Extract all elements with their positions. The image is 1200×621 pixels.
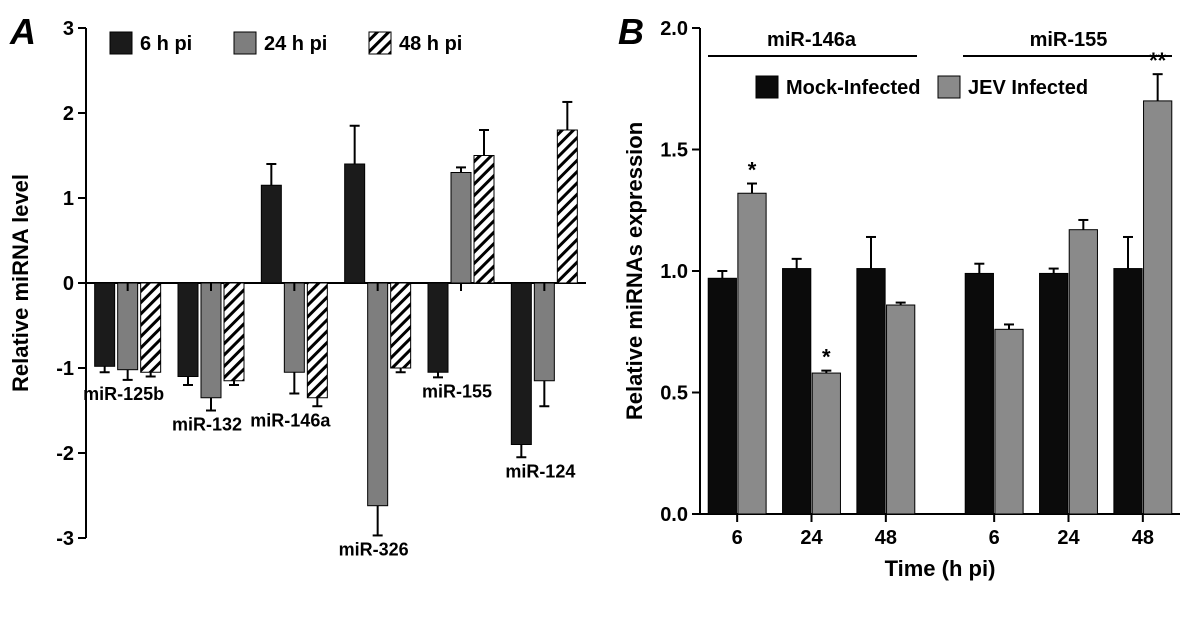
y-tick-label: 0.5 [660,383,688,405]
bar [783,269,811,514]
bar [95,283,115,366]
bar [857,269,885,514]
y-tick-label: 1 [63,188,74,210]
bar [261,185,281,283]
legend-swatch [110,32,132,54]
bar [1144,101,1172,514]
y-tick-label: 0 [63,273,74,295]
bar [812,373,840,514]
significance-marker: ** [1149,48,1167,73]
bar [708,278,736,514]
y-tick-label: 3 [63,18,74,40]
bar [224,283,244,381]
legend-label: 6 h pi [140,33,192,55]
panel-a-group-label: miR-124 [505,461,575,481]
legend-label: Mock-Infected [786,77,920,99]
legend-label: 48 h pi [399,33,462,55]
legend-swatch [938,76,960,98]
bar [178,283,198,377]
significance-marker: * [822,345,831,370]
panel-a-group-label: miR-155 [422,381,492,401]
panel-a-group-label: miR-125b [83,384,164,404]
bar [511,283,531,445]
legend-swatch [234,32,256,54]
panel-b-y-title: Relative miRNAs expression [622,122,647,420]
x-tick-label: 48 [875,527,897,549]
bar [368,283,388,506]
x-tick-label: 6 [732,527,743,549]
section-header: miR-146a [767,29,857,51]
bar [391,283,411,368]
panel-b-x-title: Time (h pi) [885,556,996,581]
significance-marker: * [748,158,757,183]
section-header: miR-155 [1030,29,1108,51]
y-tick-label: -2 [56,443,74,465]
bar [738,193,766,514]
panel-a-label: A [9,11,36,52]
bar [345,164,365,283]
bar [995,329,1023,514]
bar [307,283,327,398]
y-tick-label: 1.5 [660,140,688,162]
x-tick-label: 48 [1132,527,1154,549]
x-tick-label: 6 [989,527,1000,549]
legend-swatch [756,76,778,98]
x-tick-label: 24 [1057,527,1080,549]
y-tick-label: 1.0 [660,261,688,283]
panel-a-y-title: Relative miRNA level [8,174,33,392]
bar [141,283,161,372]
bar [474,156,494,284]
bar [451,173,471,284]
bar [118,283,138,370]
x-tick-label: 24 [800,527,823,549]
bar [557,130,577,283]
y-tick-label: -1 [56,358,74,380]
bar [1069,230,1097,514]
legend-label: JEV Infected [968,77,1088,99]
legend-swatch [369,32,391,54]
bar [201,283,221,398]
y-tick-label: 2 [63,103,74,125]
bar [965,273,993,514]
y-tick-label: -3 [56,528,74,550]
panel-a-group-label: miR-132 [172,415,242,435]
legend-label: 24 h pi [264,33,327,55]
bar [284,283,304,372]
bar [534,283,554,381]
panel-b-chart: B 0.0 0.5 1.0 1.5 2.0 Relative miRNAs expressi… [614,0,1200,621]
bar [428,283,448,372]
panel-b-label: B [618,11,644,52]
y-tick-label: 2.0 [660,18,688,40]
panel-a-group-label: miR-326 [339,539,409,559]
panel-a-group-label: miR-146a [250,410,331,430]
bar [1114,269,1142,514]
bar [887,305,915,514]
bar [1040,273,1068,514]
panel-a-chart: A -3 -2 -1 0 1 2 3 Relative miRNA level miR-125b m… [0,0,614,621]
y-tick-label: 0.0 [660,504,688,526]
